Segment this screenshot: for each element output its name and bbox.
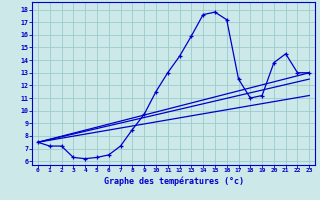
X-axis label: Graphe des températures (°c): Graphe des températures (°c) (104, 176, 244, 186)
